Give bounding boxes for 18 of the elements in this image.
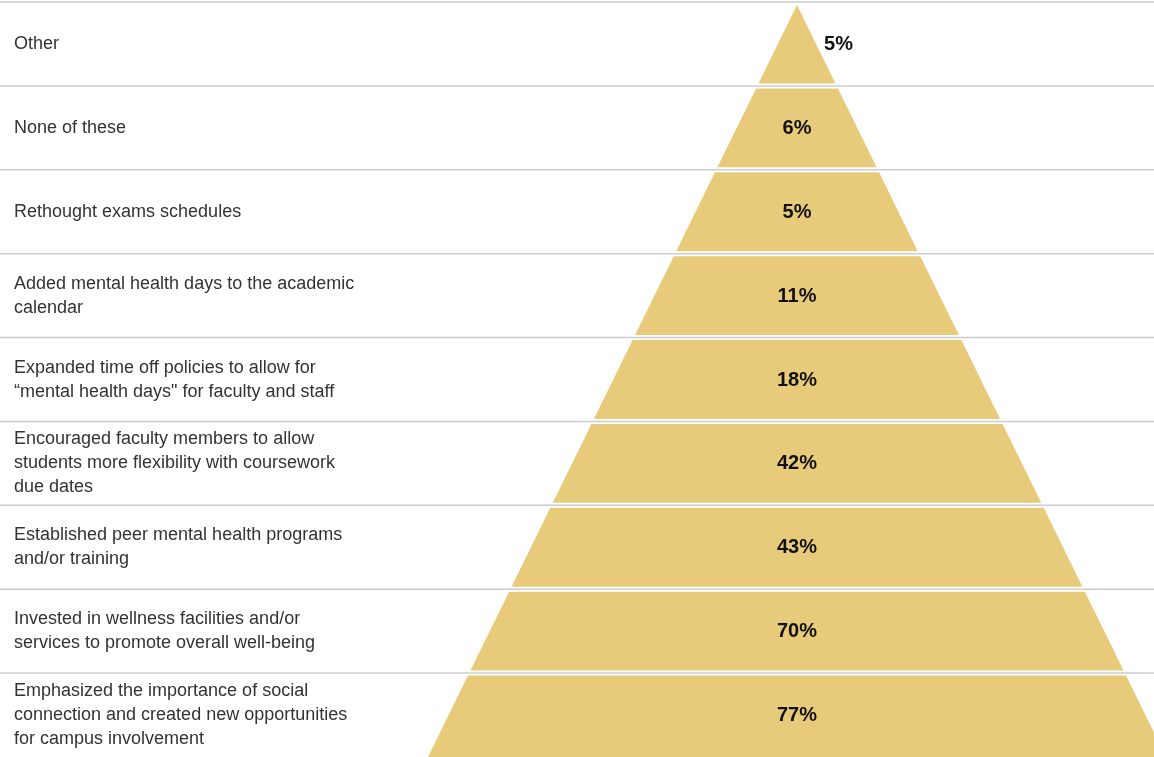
data-label: 6%	[782, 115, 812, 138]
data-label: 77%	[776, 703, 818, 726]
category-label: Added mental health days to the academic calendar	[14, 272, 355, 317]
category-label: Established peer mental health programs and/or training	[14, 524, 343, 569]
data-label: 5%	[824, 31, 854, 54]
category-label: None of these	[14, 116, 127, 137]
data-label: 5%	[782, 199, 812, 222]
data-label: 11%	[777, 283, 817, 306]
category-label: Invested in wellness facilities and/or services to promote overall well-being	[14, 608, 316, 653]
data-label: 70%	[776, 619, 818, 642]
category-label: Encouraged faculty members to allow students more flexibility with coursework due dates	[14, 428, 337, 497]
data-label: 43%	[776, 535, 818, 558]
category-label: Rethought exams schedules	[14, 200, 242, 221]
category-label: Other	[14, 32, 60, 53]
data-label: 18%	[776, 367, 818, 390]
data-label: 42%	[776, 451, 818, 474]
category-label: Expanded time off policies to allow for “mental health days" for faculty and staff	[14, 356, 336, 401]
category-label: Emphasized the importance of social connection and created new opportunities for campus involvement	[14, 680, 348, 749]
